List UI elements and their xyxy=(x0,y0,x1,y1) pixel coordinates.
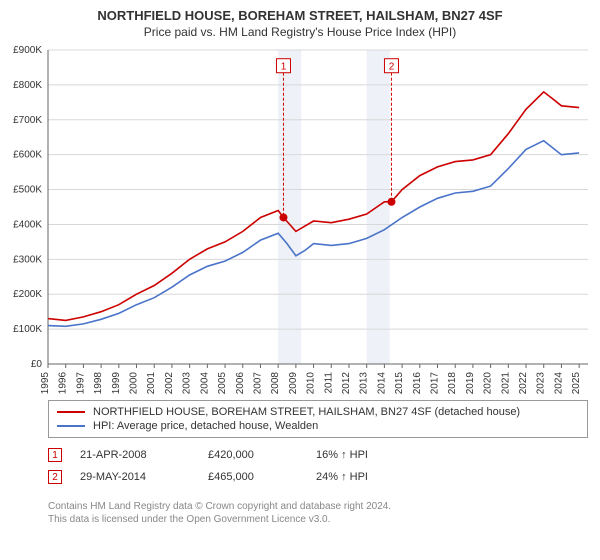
x-tick-label: 1997 xyxy=(75,372,86,395)
footer-line-2: This data is licensed under the Open Gov… xyxy=(48,513,588,526)
y-tick-label: £100K xyxy=(13,324,42,335)
legend-swatch xyxy=(57,411,85,413)
x-tick-label: 2013 xyxy=(359,372,370,395)
x-tick-label: 2016 xyxy=(412,372,423,395)
x-tick-label: 2009 xyxy=(288,372,299,395)
x-tick-label: 1995 xyxy=(40,372,51,395)
y-tick-label: £0 xyxy=(31,359,43,370)
x-tick-label: 1998 xyxy=(93,372,104,395)
y-tick-label: £400K xyxy=(13,219,42,230)
x-tick-label: 2008 xyxy=(270,372,281,395)
x-tick-label: 1996 xyxy=(58,372,69,395)
y-tick-label: £800K xyxy=(13,80,42,91)
legend-box: NORTHFIELD HOUSE, BOREHAM STREET, HAILSH… xyxy=(48,400,588,438)
y-tick-label: £700K xyxy=(13,115,42,126)
x-tick-label: 2019 xyxy=(465,372,476,395)
x-tick-label: 2011 xyxy=(323,372,334,394)
x-tick-label: 2004 xyxy=(199,372,210,395)
x-tick-label: 2023 xyxy=(536,372,547,395)
chart-title: NORTHFIELD HOUSE, BOREHAM STREET, HAILSH… xyxy=(0,8,600,23)
x-tick-label: 2005 xyxy=(217,372,228,395)
chart-subtitle: Price paid vs. HM Land Registry's House … xyxy=(0,25,600,39)
x-tick-label: 2024 xyxy=(553,372,564,395)
sale-date: 29-MAY-2014 xyxy=(80,471,190,483)
y-tick-label: £300K xyxy=(13,254,42,265)
x-tick-label: 2000 xyxy=(129,372,140,395)
x-tick-label: 2006 xyxy=(235,372,246,395)
x-tick-label: 2001 xyxy=(146,372,157,395)
sale-date: 21-APR-2008 xyxy=(80,449,190,461)
x-tick-label: 2022 xyxy=(518,372,529,395)
x-tick-label: 2002 xyxy=(164,372,175,395)
plot-svg: 1995199619971998199920002001200220032004… xyxy=(48,50,588,390)
legend-row: NORTHFIELD HOUSE, BOREHAM STREET, HAILSH… xyxy=(57,405,579,419)
x-tick-label: 2018 xyxy=(447,372,458,395)
sale-hpi-delta: 24% ↑ HPI xyxy=(316,471,406,483)
x-tick-label: 2017 xyxy=(430,372,441,395)
sale-rows: 1 21-APR-2008 £420,000 16% ↑ HPI 2 29-MAY-201… xyxy=(48,444,588,488)
x-tick-label: 2025 xyxy=(571,372,582,395)
sale-price: £420,000 xyxy=(208,449,298,461)
footer-line-1: Contains HM Land Registry data © Crown c… xyxy=(48,500,588,513)
x-tick-label: 2021 xyxy=(500,372,511,395)
sale-marker-box: 2 xyxy=(48,470,62,484)
sale-price: £465,000 xyxy=(208,471,298,483)
x-tick-label: 2010 xyxy=(306,372,317,395)
sale-hpi-delta: 16% ↑ HPI xyxy=(316,449,406,461)
chart-container: NORTHFIELD HOUSE, BOREHAM STREET, HAILSH… xyxy=(0,0,600,560)
y-tick-label: £600K xyxy=(13,150,42,161)
x-tick-label: 1999 xyxy=(111,372,122,395)
legend-label: HPI: Average price, detached house, Weal… xyxy=(93,420,318,432)
title-block: NORTHFIELD HOUSE, BOREHAM STREET, HAILSH… xyxy=(0,0,600,39)
y-tick-label: £900K xyxy=(13,45,42,56)
x-tick-label: 2020 xyxy=(483,372,494,395)
sale-row: 1 21-APR-2008 £420,000 16% ↑ HPI xyxy=(48,444,588,466)
plot-area: 1995199619971998199920002001200220032004… xyxy=(48,50,588,390)
x-tick-label: 2003 xyxy=(182,372,193,395)
legend-label: NORTHFIELD HOUSE, BOREHAM STREET, HAILSH… xyxy=(93,406,520,418)
sale-marker-label: 2 xyxy=(389,62,395,73)
x-tick-label: 2014 xyxy=(376,372,387,395)
y-tick-label: £200K xyxy=(13,289,42,300)
sale-row: 2 29-MAY-2014 £465,000 24% ↑ HPI xyxy=(48,466,588,488)
sale-marker-label: 1 xyxy=(281,62,287,73)
sale-marker-box: 1 xyxy=(48,448,62,462)
legend-row: HPI: Average price, detached house, Weal… xyxy=(57,419,579,433)
x-tick-label: 2007 xyxy=(252,372,263,395)
y-tick-label: £500K xyxy=(13,185,42,196)
footer-attribution: Contains HM Land Registry data © Crown c… xyxy=(48,500,588,526)
legend-swatch xyxy=(57,425,85,427)
x-tick-label: 2012 xyxy=(341,372,352,395)
x-tick-label: 2015 xyxy=(394,372,405,395)
